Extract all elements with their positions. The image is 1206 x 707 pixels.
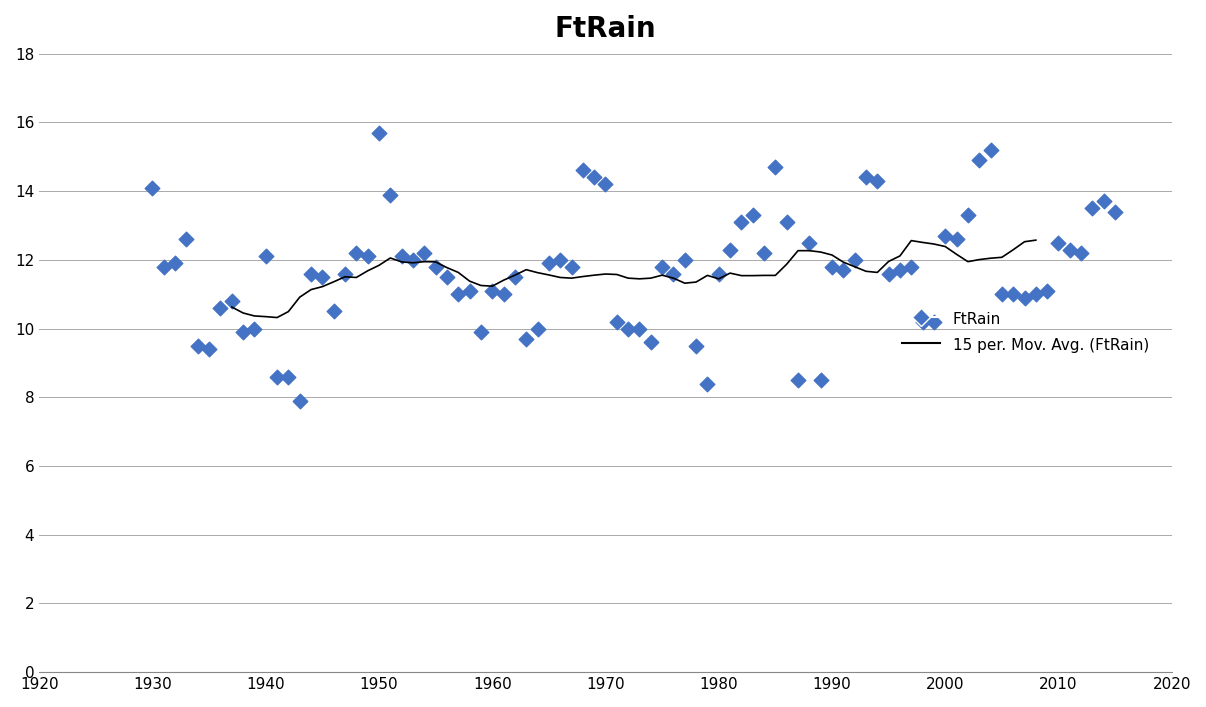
Point bbox=[800, 237, 819, 248]
Point bbox=[1060, 244, 1079, 255]
Point bbox=[642, 337, 661, 348]
Point bbox=[302, 268, 321, 279]
Point bbox=[573, 165, 592, 176]
Point bbox=[154, 261, 174, 272]
Point bbox=[607, 316, 626, 327]
Point bbox=[222, 296, 241, 307]
Point bbox=[1083, 203, 1102, 214]
Point bbox=[234, 327, 253, 338]
Point bbox=[539, 257, 558, 269]
Point bbox=[777, 216, 796, 228]
Point bbox=[585, 172, 604, 183]
Point bbox=[392, 251, 411, 262]
Point bbox=[1003, 288, 1023, 300]
Point bbox=[142, 182, 162, 193]
Point bbox=[619, 323, 638, 334]
Point bbox=[291, 395, 310, 407]
Point bbox=[980, 144, 1000, 156]
Point bbox=[833, 264, 853, 276]
Point bbox=[403, 255, 422, 266]
Point bbox=[720, 244, 739, 255]
Point bbox=[245, 323, 264, 334]
Point bbox=[438, 271, 457, 283]
Point bbox=[324, 305, 344, 317]
Point bbox=[845, 255, 865, 266]
Point bbox=[822, 261, 842, 272]
Point bbox=[743, 209, 762, 221]
Title: FtRain: FtRain bbox=[555, 15, 656, 43]
Point bbox=[1071, 247, 1090, 259]
Point bbox=[596, 179, 615, 190]
Point bbox=[312, 271, 332, 283]
Point bbox=[279, 371, 298, 382]
Point bbox=[755, 247, 774, 259]
Point bbox=[663, 268, 683, 279]
Point bbox=[924, 316, 943, 327]
Point bbox=[1094, 196, 1113, 207]
Point bbox=[256, 251, 275, 262]
Point bbox=[698, 378, 718, 389]
Point bbox=[867, 175, 886, 187]
Point bbox=[789, 375, 808, 386]
Point bbox=[630, 323, 649, 334]
Point bbox=[1049, 237, 1069, 248]
Point bbox=[766, 161, 785, 173]
Point bbox=[562, 261, 581, 272]
Point bbox=[188, 340, 207, 351]
Point bbox=[732, 216, 751, 228]
Point bbox=[1106, 206, 1125, 217]
Point bbox=[472, 327, 491, 338]
Point bbox=[993, 288, 1012, 300]
Point bbox=[686, 340, 706, 351]
Point bbox=[426, 261, 445, 272]
Point bbox=[1037, 285, 1056, 296]
Point bbox=[970, 155, 989, 166]
Point bbox=[268, 371, 287, 382]
Point bbox=[890, 264, 909, 276]
Point bbox=[211, 303, 230, 314]
Point bbox=[913, 316, 932, 327]
Point bbox=[936, 230, 955, 241]
Point bbox=[358, 251, 377, 262]
Point bbox=[902, 261, 921, 272]
Point bbox=[199, 344, 218, 355]
Point bbox=[1015, 292, 1035, 303]
Point bbox=[165, 257, 185, 269]
Point bbox=[947, 233, 966, 245]
Point bbox=[505, 271, 525, 283]
Point bbox=[177, 233, 197, 245]
Point bbox=[346, 247, 365, 259]
Point bbox=[675, 255, 695, 266]
Point bbox=[810, 375, 830, 386]
Legend: FtRain, 15 per. Mov. Avg. (FtRain): FtRain, 15 per. Mov. Avg. (FtRain) bbox=[886, 294, 1164, 370]
Point bbox=[459, 285, 479, 296]
Point bbox=[528, 323, 548, 334]
Point bbox=[959, 209, 978, 221]
Point bbox=[856, 172, 876, 183]
Point bbox=[415, 247, 434, 259]
Point bbox=[879, 268, 898, 279]
Point bbox=[482, 285, 502, 296]
Point bbox=[494, 288, 514, 300]
Point bbox=[652, 261, 672, 272]
Point bbox=[381, 189, 400, 200]
Point bbox=[1026, 288, 1046, 300]
Point bbox=[551, 255, 570, 266]
Point bbox=[335, 268, 355, 279]
Point bbox=[516, 333, 535, 344]
Point bbox=[709, 268, 728, 279]
Point bbox=[369, 127, 388, 139]
Point bbox=[449, 288, 468, 300]
